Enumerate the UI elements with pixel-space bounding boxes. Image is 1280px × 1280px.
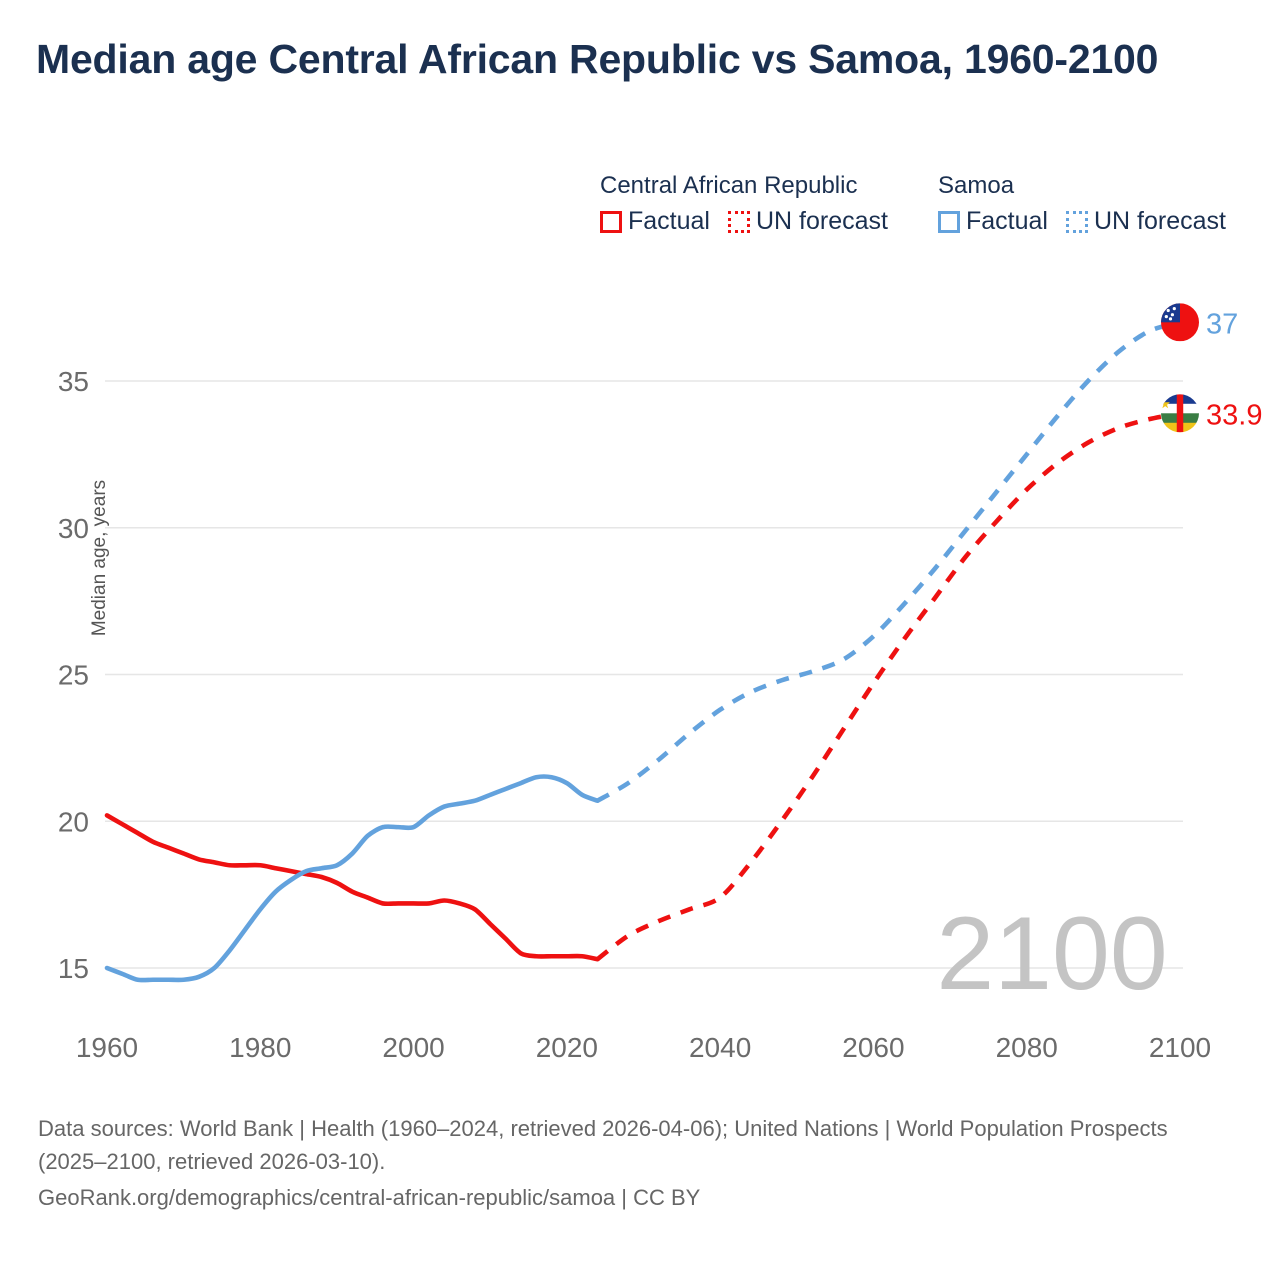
legend-swatch-dotted-red-icon [727, 210, 750, 233]
legend-item-label: Factual [628, 207, 710, 236]
series-line-forecast [596, 411, 1181, 962]
legend-group-central-african-republic: Central African Republic Factual UN fore… [600, 172, 938, 236]
y-axis-tick-label: 35 [58, 366, 89, 397]
legend-swatch-solid-blue-icon [938, 210, 960, 233]
x-axis-tick-labels: 1960 1980 2000 2020 2040 2060 2080 2100 [76, 1032, 1211, 1063]
y-axis-tick-label: 20 [58, 806, 89, 837]
legend-item-samoa-forecast[interactable]: UN forecast [1065, 207, 1226, 236]
series-line-factual [104, 774, 600, 983]
legend-item-label: Factual [966, 207, 1048, 236]
watermark-text: 2100 [936, 896, 1167, 1012]
y-axis-tick-label: 15 [58, 953, 89, 984]
legend-group-samoa: Samoa Factual UN forecast [938, 172, 1260, 236]
y-axis-title: Median age, years [89, 479, 110, 637]
legend-item-samoa-factual[interactable]: Factual [938, 209, 1048, 234]
x-axis-tick-label: 2060 [842, 1032, 904, 1063]
data-sources-text: Data sources: World Bank | Health (1960–… [38, 1116, 1168, 1174]
endpoint-markers: 37 33.9 [1161, 303, 1262, 433]
chart-plot-area: Median age, years 15 20 25 30 35 2100 37 33.9… [0, 262, 1280, 1102]
legend-country-label: Central African Republic [600, 172, 858, 199]
footer-credits: Data sources: World Bank | Health (1960–… [38, 1113, 1238, 1215]
series-line-forecast [596, 320, 1181, 803]
source-url-text: GeoRank.org/demographics/central-african… [38, 1185, 701, 1211]
x-axis-tick-label: 1960 [76, 1032, 138, 1063]
endpoint-value-samoa: 37 [1206, 308, 1238, 340]
series-line-factual [104, 813, 600, 962]
legend-item-car-factual[interactable]: Factual [600, 209, 710, 234]
x-axis-tick-label: 2020 [536, 1032, 598, 1063]
page-title: Median age Central African Republic vs S… [36, 36, 1159, 82]
x-axis-tick-label: 2080 [996, 1032, 1058, 1063]
central-african-republic-flag-icon [1161, 394, 1199, 433]
x-axis-tick-label: 2100 [1149, 1032, 1211, 1063]
gridlines [105, 380, 1183, 969]
y-axis-tick-labels: 15 20 25 30 35 [58, 366, 89, 984]
chart-legend: Central African Republic Factual UN fore… [600, 172, 1260, 236]
endpoint-value-central-african-republic: 33.9 [1206, 399, 1262, 431]
legend-swatch-solid-red-icon [600, 210, 622, 233]
y-axis-tick-label: 30 [58, 513, 89, 544]
legend-item-car-forecast[interactable]: UN forecast [727, 207, 888, 236]
legend-item-label: UN forecast [1093, 207, 1226, 236]
legend-swatch-dotted-blue-icon [1065, 210, 1088, 233]
x-axis-tick-label: 1980 [229, 1032, 291, 1063]
legend-country-label: Samoa [938, 172, 1015, 199]
legend-item-label: UN forecast [755, 207, 888, 236]
x-axis-tick-label: 2040 [689, 1032, 751, 1063]
line-chart-svg: 15 20 25 30 35 2100 37 33.9 1960 1980 2000 2020 2… [58, 303, 1262, 1063]
watermark-year: 2100 [936, 896, 1167, 1012]
x-axis-tick-label: 2000 [382, 1032, 444, 1063]
y-axis-tick-label: 25 [58, 660, 89, 691]
data-series-lines [104, 320, 1181, 983]
samoa-flag-icon [1161, 303, 1199, 342]
